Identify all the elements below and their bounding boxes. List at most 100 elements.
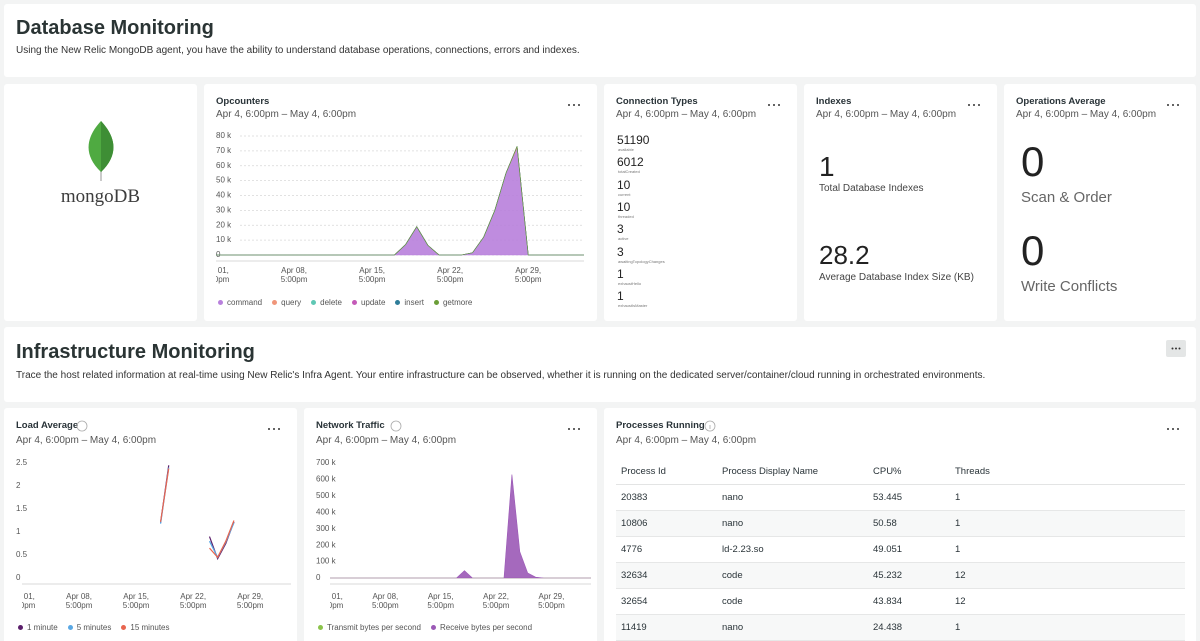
billboard-label: available <box>618 147 634 152</box>
table-cell: nano <box>717 510 868 537</box>
table-row: 32634 code 45.232 12 <box>616 562 1185 589</box>
card-title: Opcounters <box>216 96 270 107</box>
y-tick-label: 20 k <box>216 220 232 229</box>
legend-label: insert <box>404 298 424 307</box>
legend-swatch <box>433 300 439 306</box>
chart-plot: 0 100 k 200 k 300 k 400 k 500 k 600 k 700 k <box>316 458 591 585</box>
legend-label: 1 minute <box>27 623 58 632</box>
table-cell: 45.232 <box>868 562 950 589</box>
table-cell: code <box>717 588 868 615</box>
legend-item: command <box>218 298 262 307</box>
table-cell: 1 <box>950 536 1185 563</box>
billboard-value: 51190 <box>617 133 650 147</box>
metric-label: Scan & Order <box>1021 189 1112 206</box>
x-axis-labels: Apr 01, 5:00pm Apr 08, 5:00pm Apr 15, 5:00… <box>22 592 297 614</box>
opcounters-card: Opcounters Apr 4, 6:00pm – May 4, 6:00pm 0… <box>204 84 597 321</box>
area-series <box>330 474 591 579</box>
legend-label: delete <box>320 298 342 307</box>
table-cell: 24.438 <box>868 614 950 641</box>
table-cell: 53.445 <box>868 484 950 511</box>
x-tick-label: Apr 22, 5:00pm <box>436 266 464 284</box>
table-cell: 20383 <box>616 484 717 511</box>
legend-item: insert <box>395 298 424 307</box>
y-tick-label: 80 k <box>216 131 232 140</box>
menu-dot <box>1172 428 1174 430</box>
table-cell: 32634 <box>616 562 717 589</box>
menu-dot <box>1167 428 1169 430</box>
menu-button[interactable] <box>567 426 581 432</box>
x-tick-label: Apr 22, 5:00pm <box>179 592 207 610</box>
menu-dot <box>1177 104 1179 106</box>
billboard-value: 10 <box>617 177 631 192</box>
metric-value: 1 <box>819 151 835 182</box>
table-cell: 50.58 <box>868 510 950 537</box>
legend-swatch <box>218 300 223 306</box>
menu-button[interactable] <box>1166 102 1180 108</box>
infrastructure-header: Infrastructure Monitoring Trace the host… <box>4 327 1196 402</box>
x-tick-label: Apr 01, 5:00pm <box>216 266 230 284</box>
section-description: Trace the host related information at re… <box>16 370 986 381</box>
card-title: Operations Average <box>1016 96 1106 107</box>
metric-value: 0 <box>1021 227 1045 274</box>
legend-item: 5 minutes <box>67 623 112 632</box>
info-icon[interactable] <box>704 420 716 432</box>
billboard-value: 10 <box>617 199 631 214</box>
billboard-label: threaded <box>618 213 634 219</box>
operations-average-card: Operations Average Apr 4, 6:00pm – May 4… <box>1004 84 1196 321</box>
y-tick-label: 2.5 <box>16 458 28 467</box>
x-tick-label: Apr 29, 5:00pm <box>538 592 565 610</box>
menu-dot <box>573 428 575 430</box>
y-tick-label: 700 k <box>316 458 337 467</box>
card-subtitle: Apr 4, 6:00pm – May 4, 6:00pm <box>816 109 957 120</box>
billboard-value: 6012 <box>617 155 644 170</box>
billboard-label: active <box>618 236 629 242</box>
info-icon[interactable] <box>76 420 88 432</box>
info-circle <box>390 420 402 432</box>
legend-label: Receive bytes per second <box>439 623 533 632</box>
metric-label: Average Database Index Size (KB) <box>819 272 974 283</box>
menu-dot <box>1177 428 1179 430</box>
menu-button[interactable] <box>567 102 581 108</box>
y-tick-label: 300 k <box>316 524 337 533</box>
table-row: 10806 nano 50.58 1 <box>616 510 1185 537</box>
legend-swatch <box>430 625 436 631</box>
menu-dot <box>578 428 580 430</box>
card-subtitle: Apr 4, 6:00pm – May 4, 6:00pm <box>616 109 757 120</box>
x-tick-label: Apr 29, 5:00pm <box>236 592 264 610</box>
menu-button[interactable] <box>267 426 281 432</box>
menu-button[interactable] <box>967 102 981 108</box>
x-tick-label: Apr 15, 5:00pm <box>122 592 150 610</box>
card-title: Connection Types <box>616 96 698 107</box>
table-cell: 11419 <box>616 614 717 641</box>
section-description: Using the New Relic MongoDB agent, you h… <box>16 45 580 56</box>
menu-dot <box>768 104 770 106</box>
menu-button[interactable] <box>767 102 781 108</box>
indexes-card: Indexes Apr 4, 6:00pm – May 4, 6:00pm 1 … <box>804 84 997 321</box>
line-series <box>159 468 235 559</box>
table-row: 11419 nano 24.438 1 <box>616 614 1185 641</box>
menu-button[interactable] <box>1166 426 1180 432</box>
x-tick-label: Apr 08, 5:00pm <box>65 592 93 610</box>
legend-label: command <box>227 298 263 307</box>
menu-button[interactable] <box>1166 340 1186 357</box>
area-series <box>216 146 584 256</box>
legend-label: 5 minutes <box>76 623 112 632</box>
y-tick-label: 0 <box>216 250 221 259</box>
menu-dot <box>978 104 980 106</box>
table-cell: nano <box>717 484 868 511</box>
y-tick-label: 100 k <box>316 557 337 566</box>
legend: 1 minute 5 minutes 15 minutes <box>18 623 170 632</box>
section-title: Infrastructure Monitoring <box>16 341 255 363</box>
legend-item: query <box>272 298 301 307</box>
y-tick-label: 30 k <box>216 205 232 214</box>
column-header: Process Display Name <box>717 458 868 485</box>
y-tick-label: 2 <box>16 481 21 490</box>
y-tick-label: 0 <box>16 573 21 582</box>
legend-swatch <box>272 300 278 306</box>
billboard-value: 3 <box>617 222 624 237</box>
legend-label: update <box>360 298 386 307</box>
y-tick-label: 40 k <box>216 191 232 200</box>
legend-label: query <box>281 298 302 307</box>
y-tick-label: 60 k <box>216 161 232 170</box>
info-icon[interactable] <box>390 420 402 432</box>
